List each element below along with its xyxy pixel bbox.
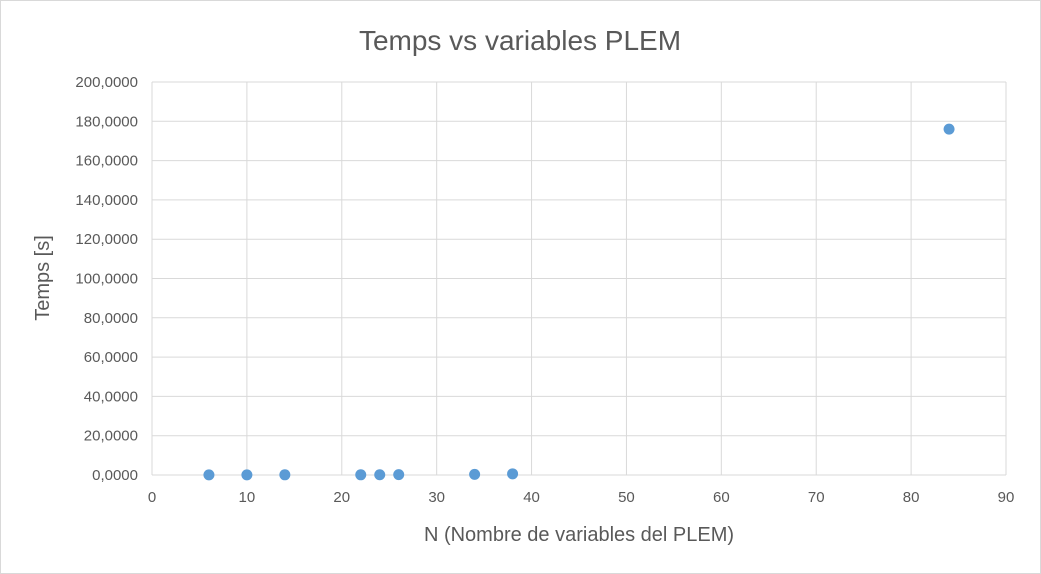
y-tick-label: 60,0000: [84, 349, 138, 366]
y-axis-label: Temps [s]: [32, 235, 54, 321]
x-tick-label: 50: [618, 489, 635, 506]
y-tick-labels: 0,0000 20,0000 40,0000 60,0000 80,0000 100,00…: [75, 74, 138, 484]
x-tick-label: 20: [333, 489, 350, 506]
data-point: [374, 469, 386, 481]
data-point: [469, 468, 481, 480]
x-tick-labels: 0 10 20 30 40 50 60 70 80 90: [148, 489, 1015, 506]
y-tick-label: 160,0000: [75, 153, 138, 170]
x-tick-label: 60: [713, 489, 730, 506]
x-tick-label: 0: [148, 489, 156, 506]
data-point: [393, 469, 405, 481]
y-tick-label: 200,0000: [75, 74, 138, 91]
y-tick-label: 0,0000: [92, 467, 138, 484]
x-tick-label: 70: [808, 489, 825, 506]
x-tick-label: 80: [903, 489, 920, 506]
data-point: [241, 469, 253, 481]
y-tick-label: 20,0000: [84, 428, 138, 445]
data-point: [507, 468, 519, 480]
data-point: [943, 123, 955, 135]
data-points: [203, 123, 955, 481]
y-tick-label: 100,0000: [75, 271, 138, 288]
x-tick-label: 90: [998, 489, 1015, 506]
y-tick-label: 40,0000: [84, 388, 138, 405]
x-tick-label: 10: [239, 489, 256, 506]
x-axis-label: N (Nombre de variables del PLEM): [424, 524, 734, 546]
y-tick-label: 120,0000: [75, 231, 138, 248]
data-point: [279, 469, 291, 481]
y-tick-label: 140,0000: [75, 192, 138, 209]
chart-title: Temps vs variables PLEM: [359, 25, 681, 56]
x-tick-label: 30: [428, 489, 445, 506]
data-point: [203, 469, 215, 481]
x-tick-label: 40: [523, 489, 540, 506]
y-tick-label: 180,0000: [75, 113, 138, 130]
gridlines: [151, 81, 1007, 476]
data-point: [355, 469, 367, 481]
y-tick-label: 80,0000: [84, 310, 138, 327]
